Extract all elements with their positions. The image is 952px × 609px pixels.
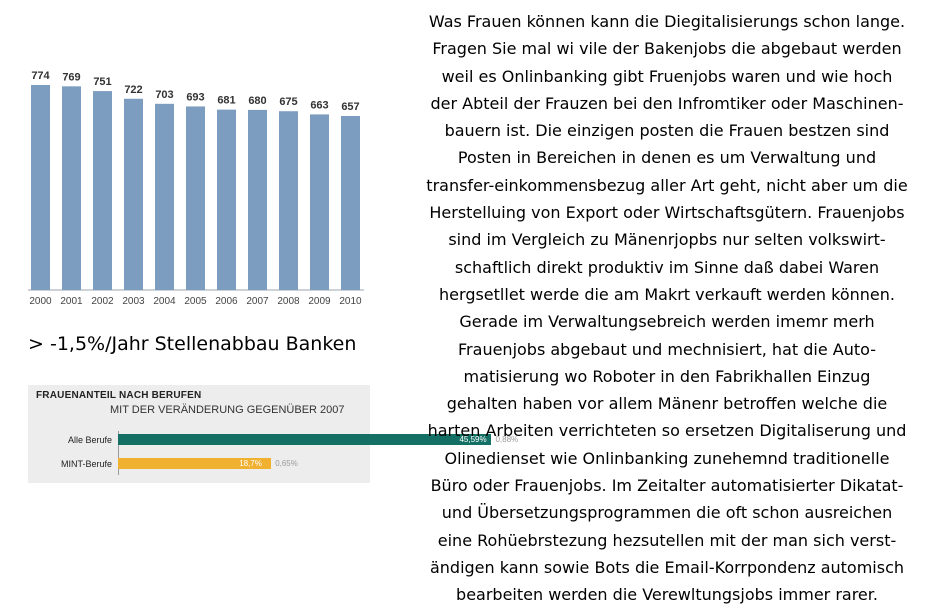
x-tick-label: 2010	[339, 296, 362, 307]
body-text-line: harten Arbeiten verrichteten so ersetzen…	[427, 421, 907, 441]
women-share-chart: FRAUENANTEIL NACH BERUFEN MIT DER VERÄND…	[28, 385, 518, 483]
bar-value-label: 657	[341, 101, 359, 113]
body-text-line: Fragen Sie mal wi vile der Bakenjobs die…	[432, 39, 902, 59]
bar-2002	[93, 91, 112, 290]
body-text-line: ändigen kann sowie Bots die Email-Korrpo…	[429, 557, 905, 577]
body-text-line: transfer-einkommensbezug aller Art geht,…	[426, 175, 908, 195]
body-text: Was Frauen können kann die Diegitalisier…	[388, 8, 946, 609]
bar-value-label: 693	[186, 91, 204, 103]
body-text-line: Posten in Bereichen in denen es um Verwa…	[457, 148, 877, 168]
body-text-line: Herstelluing von Export oder Wirtschafts…	[429, 203, 905, 223]
body-text-line: Frauenjobs abgebaut und mechnisiert, hat…	[458, 339, 876, 359]
share-rows: Alle Berufe 45,59% 0,88% MINT-Berufe 18,7% 0,…	[28, 431, 518, 479]
share-axis-line	[118, 431, 119, 475]
bar-value-label: 681	[217, 95, 235, 107]
body-text-line: bearbeiten werden die Verewltungsjobs im…	[456, 585, 878, 605]
share-value-label: 45,59%	[459, 435, 487, 444]
share-bar	[118, 458, 272, 469]
x-tick-label: 2003	[122, 296, 145, 307]
body-text-line: und Übersetzungsprogrammen die oft schon…	[441, 503, 893, 523]
bar-2004	[155, 103, 174, 291]
body-text-line: Büro oder Frauenjobs. Im Zeitalter autom…	[430, 476, 904, 496]
bar-value-label: 722	[124, 84, 142, 96]
bank-jobs-bar-chart: 774 2000 769 2001 751 2002 722 2003 703 2004 693 20…	[28, 70, 364, 307]
bar-value-label: 769	[62, 71, 80, 83]
bar-2009	[310, 114, 329, 290]
x-tick-label: 2007	[246, 296, 269, 307]
body-text-line: sind im Vergleich zu Mänenrjopbs nur sel…	[448, 230, 886, 250]
body-text-line: der Abteil der Frauzen bei den Infromtik…	[430, 93, 904, 113]
x-tick-label: 2002	[91, 296, 114, 307]
bar-value-label: 774	[31, 70, 50, 82]
share-change-label: 0,65%	[275, 459, 298, 468]
bar-value-label: 675	[279, 96, 297, 108]
bar-2008	[279, 111, 298, 290]
x-tick-label: 2001	[60, 296, 83, 307]
body-text-line: schaftlich direkt produktiv im Sinne daß…	[454, 257, 880, 277]
x-tick-label: 2006	[215, 296, 238, 307]
body-text-line: Olinedienset wie Onlinbanking zunehemnd …	[444, 448, 890, 468]
share-value-label: 18,7%	[239, 459, 262, 468]
bar-value-label: 703	[155, 89, 173, 101]
share-bar	[118, 434, 492, 445]
share-category-label: MINT-Berufe	[60, 459, 112, 469]
chart-caption: > -1,5%/Jahr Stellenabbau Banken	[28, 333, 357, 355]
bar-2007	[248, 109, 267, 290]
body-text-line: bauern ist. Die einzigen posten die Frau…	[444, 121, 890, 141]
body-text-line: Was Frauen können kann die Diegitalisier…	[428, 12, 906, 31]
body-text-line: Gerade im Verwaltungsebreich werden imem…	[459, 312, 875, 332]
share-chart-subtitle: MIT DER VERÄNDERUNG GEGENÜBER 2007	[110, 404, 345, 416]
x-tick-label: 2005	[184, 296, 207, 307]
bar-2000	[31, 85, 50, 290]
bar-2005	[186, 106, 205, 290]
bar-value-label: 663	[310, 99, 328, 111]
body-text-line: gehalten haben vor allem Mänenr betroffe…	[446, 394, 888, 414]
x-tick-label: 2004	[153, 296, 176, 307]
bar-value-label: 751	[93, 76, 111, 88]
share-chart-title: FRAUENANTEIL NACH BERUFEN	[36, 390, 202, 401]
share-row: Alle Berufe 45,59% 0,88%	[28, 431, 518, 455]
bar-2006	[217, 109, 236, 291]
bar-2010	[341, 115, 360, 290]
body-text-line: hergsetllet werde die am Makrt verkauft …	[439, 284, 895, 304]
body-text-line: weil es Onlinbanking gibt Fruenjobs ware…	[441, 66, 893, 86]
share-change-label: 0,88%	[495, 435, 519, 444]
x-tick-label: 2008	[277, 296, 300, 307]
bar-value-label: 680	[248, 95, 266, 107]
bar-2003	[124, 98, 143, 290]
x-tick-label: 2009	[308, 296, 331, 307]
x-tick-label: 2000	[29, 296, 52, 307]
body-text-line: eine Rohüebrstezung hezsutellen mit der …	[437, 530, 897, 550]
bar-2001	[62, 86, 81, 291]
body-text-line: matisierung wo Roboter in den Fabrikhall…	[463, 366, 871, 386]
share-category-label: Alle Berufe	[67, 435, 112, 445]
share-row: MINT-Berufe 18,7% 0,65%	[28, 455, 370, 479]
